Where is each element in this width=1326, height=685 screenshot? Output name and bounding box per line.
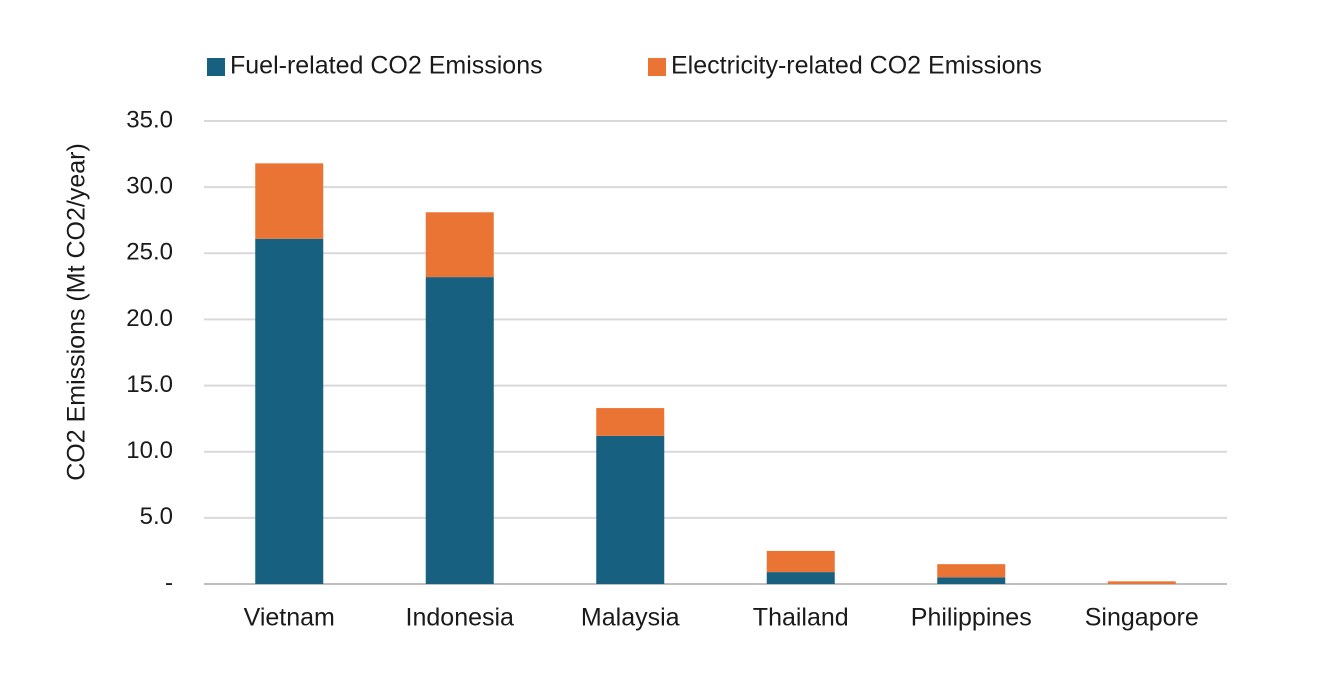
y-tick-label: 15.0	[126, 371, 173, 398]
x-category-label: Indonesia	[406, 604, 515, 632]
y-tick-label: 30.0	[126, 172, 173, 199]
x-category-label: Vietnam	[244, 604, 335, 632]
bar-segment-fuel	[255, 238, 324, 584]
legend-label-electricity: Electricity-related CO2 Emissions	[671, 52, 1042, 80]
y-tick-label: 10.0	[126, 437, 173, 464]
bar-segment-electricity	[1107, 581, 1176, 584]
y-tick-label: 5.0	[140, 503, 173, 530]
y-axis-ticks: - 5.0 10.0 15.0 20.0 25.0 30.0 35.0	[126, 106, 173, 596]
bar-segment-electricity	[255, 163, 324, 239]
y-tick-label: 20.0	[126, 305, 173, 332]
legend-swatch-electricity	[648, 58, 666, 76]
x-axis-labels: Vietnam Indonesia Malaysia Thailand Philippi…	[244, 604, 1199, 632]
y-tick-label: -	[165, 569, 173, 596]
x-category-label: Singapore	[1085, 604, 1199, 632]
bar-segment-electricity	[596, 408, 665, 436]
bar-segment-fuel	[937, 577, 1006, 584]
legend-swatch-fuel	[207, 58, 225, 76]
bar-segment-electricity	[766, 550, 835, 573]
y-tick-label: 35.0	[126, 106, 173, 133]
legend: Fuel-related CO2 Emissions Electricity-re…	[207, 52, 1042, 80]
y-tick-label: 25.0	[126, 239, 173, 266]
legend-label-fuel: Fuel-related CO2 Emissions	[230, 52, 543, 80]
bar-segment-electricity	[425, 212, 494, 278]
bar-segment-fuel	[766, 572, 835, 584]
x-category-label: Philippines	[911, 604, 1032, 632]
x-category-label: Thailand	[753, 604, 849, 632]
bar-segment-fuel	[425, 277, 494, 584]
x-category-label: Malaysia	[581, 604, 680, 632]
y-axis-title: CO2 Emissions (Mt CO2/year)	[63, 143, 91, 481]
bars	[255, 163, 1176, 584]
bar-segment-fuel	[596, 435, 665, 584]
gridlines	[204, 120, 1227, 585]
bar-segment-electricity	[937, 564, 1006, 578]
